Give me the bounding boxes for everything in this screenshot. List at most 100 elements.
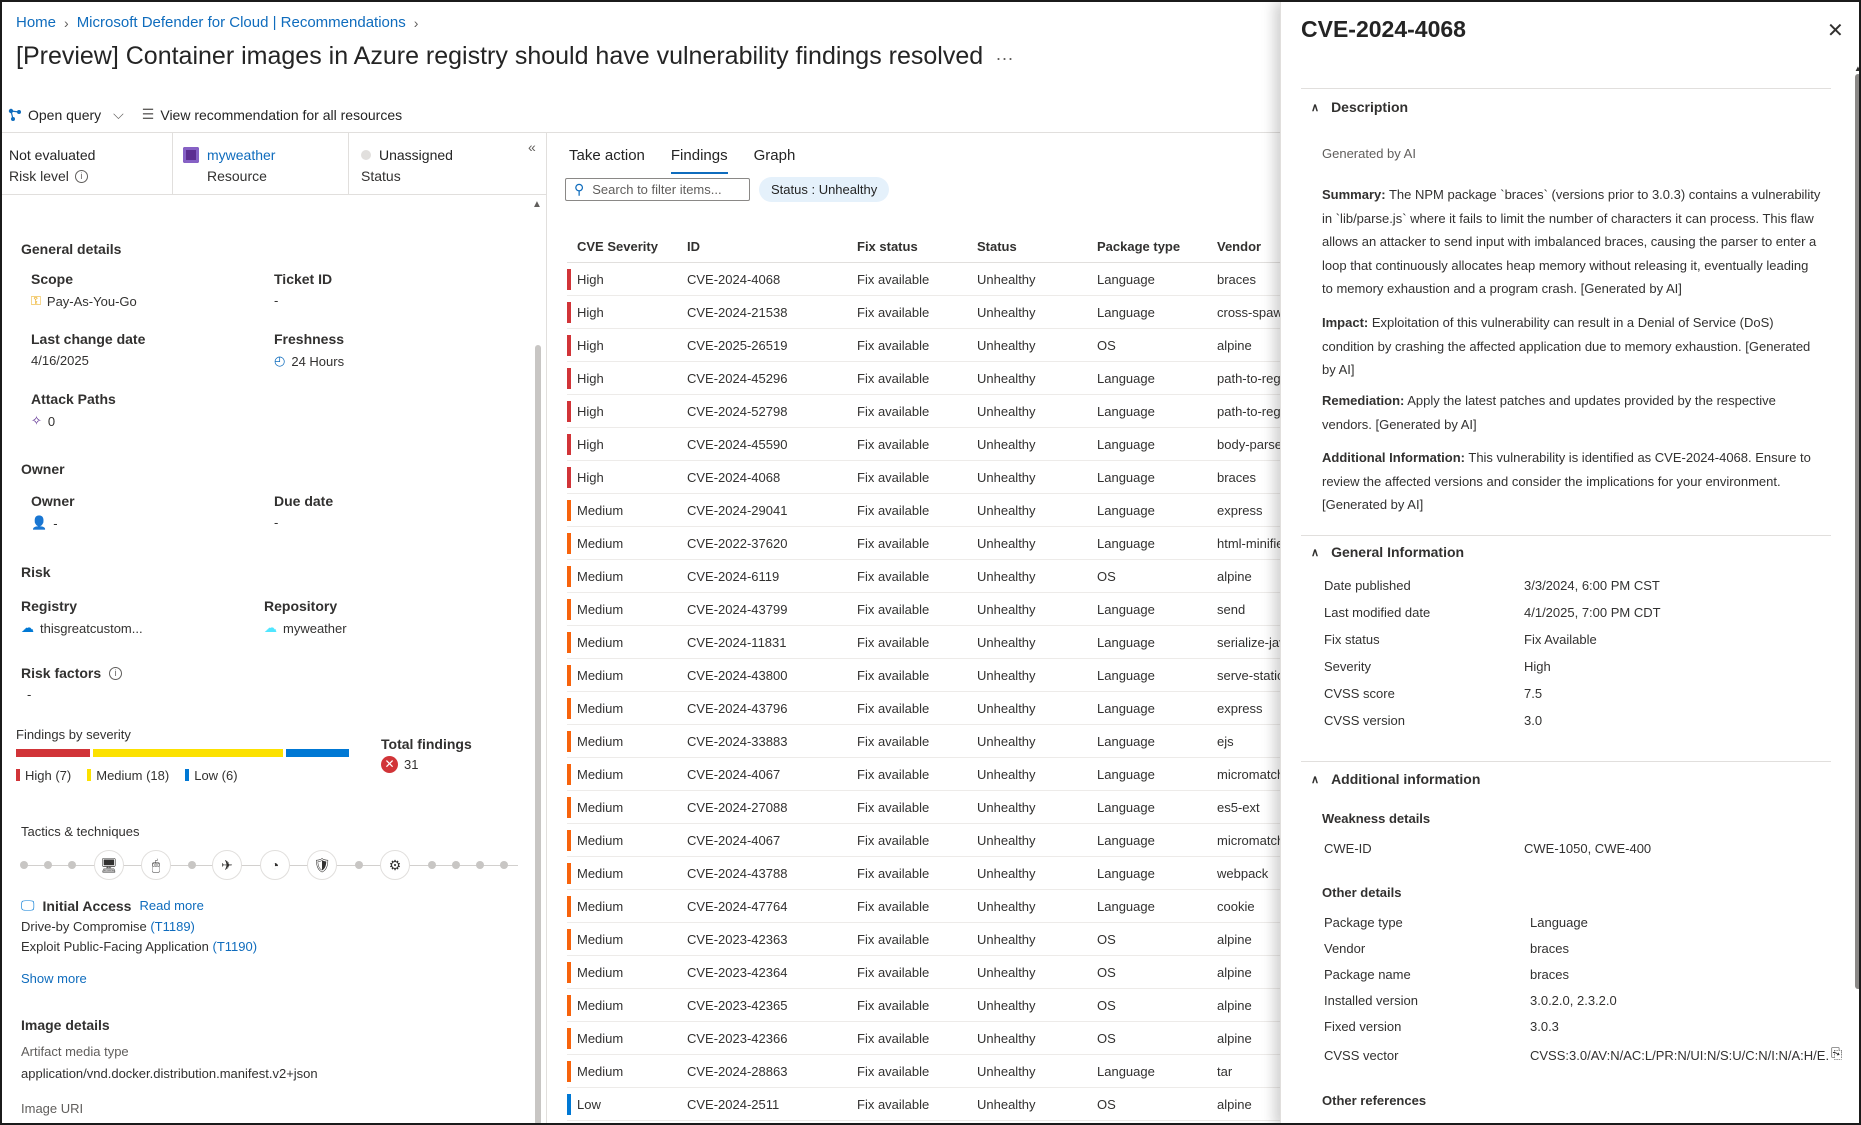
technique-2-link[interactable]: (T1190): [212, 939, 258, 954]
tactic-dot[interactable]: [68, 861, 76, 869]
show-more-link[interactable]: Show more: [21, 971, 87, 986]
repository-cloud-icon: ☁: [264, 620, 277, 635]
cell-id: CVE-2024-28863: [687, 1063, 788, 1079]
tactic-dot[interactable]: [476, 861, 484, 869]
owner-heading: Owner: [21, 461, 65, 477]
risk-level-value: Not evaluated: [9, 147, 96, 163]
panel-scrollbar[interactable]: [1855, 74, 1859, 989]
breadcrumb-recommendations[interactable]: Microsoft Defender for Cloud | Recommend…: [76, 14, 406, 31]
table-row[interactable]: Medium CVE-2024-43788 Fix available Unhealt…: [567, 857, 1280, 890]
tactic-dot[interactable]: [44, 861, 52, 869]
list-check-icon: ☰: [141, 106, 155, 122]
execution-tactic-icon[interactable]: 🖱: [141, 850, 171, 880]
cell-vendor: html-minifier: [1217, 535, 1280, 551]
resource-link[interactable]: myweather: [207, 147, 276, 163]
cell-package-type: Language: [1097, 469, 1155, 485]
table-row[interactable]: High CVE-2024-52798 Fix available Unhealthy…: [567, 395, 1280, 428]
cell-vendor: tar: [1217, 1063, 1233, 1079]
status-filter-pill[interactable]: Status : Unhealthy: [759, 177, 890, 202]
risk-factors-field: Risk factors i -: [21, 665, 123, 702]
table-row[interactable]: Medium CVE-2024-43796 Fix available Unhealt…: [567, 692, 1280, 725]
table-row[interactable]: High CVE-2024-45296 Fix available Unhealthy…: [567, 362, 1280, 395]
table-row[interactable]: Medium CVE-2024-33883 Fix available Unhealt…: [567, 725, 1280, 758]
column-header-vendor[interactable]: Vendor: [1217, 238, 1262, 254]
table-row[interactable]: Medium CVE-2024-11831 Fix available Unhealt…: [567, 626, 1280, 659]
cell-package-type: OS: [1097, 931, 1116, 947]
table-row[interactable]: Medium CVE-2023-42365 Fix available Unhealt…: [567, 989, 1280, 1022]
table-row[interactable]: Low CVE-2024-2511 Fix available Unhealthy OS…: [567, 1088, 1280, 1121]
collapse-pane-button[interactable]: «: [528, 139, 536, 155]
scope-label: Scope: [31, 271, 74, 287]
table-row[interactable]: Medium CVE-2024-4067 Fix available Unhealth…: [567, 824, 1280, 857]
table-row[interactable]: Medium CVE-2023-42364 Fix available Unhealt…: [567, 956, 1280, 989]
table-row[interactable]: Medium CVE-2024-27088 Fix available Unhealt…: [567, 791, 1280, 824]
repository-value: myweather: [283, 620, 347, 636]
table-row[interactable]: High CVE-2024-4068 Fix available Unhealthy L…: [567, 461, 1280, 494]
legend-low: Low (6): [185, 768, 238, 783]
cell-fix-status: Fix available: [857, 931, 930, 947]
attack-paths-field: Attack Paths ✧ 0: [31, 391, 116, 429]
table-row[interactable]: High CVE-2024-45590 Fix available Unhealthy…: [567, 428, 1280, 461]
copy-icon[interactable]: ⎘: [1831, 1045, 1843, 1061]
additional-label: Additional Information:: [1322, 450, 1465, 465]
status-value: Unassigned: [379, 147, 453, 163]
cell-fix-status: Fix available: [857, 766, 930, 782]
remediation-paragraph: Remediation: Apply the latest patches an…: [1322, 389, 1822, 436]
initial-access-tactic-icon[interactable]: 🖥: [94, 850, 124, 880]
persistence-tactic-icon[interactable]: ✈: [212, 850, 242, 880]
table-row[interactable]: Medium CVE-2024-29041 Fix available Unhealt…: [567, 494, 1280, 527]
details-scrollbar[interactable]: [535, 345, 541, 1123]
scroll-up-arrow[interactable]: ▲: [532, 199, 542, 210]
search-input[interactable]: ⚲ Search to filter items...: [565, 178, 750, 201]
table-row[interactable]: Medium CVE-2024-43800 Fix available Unhealt…: [567, 659, 1280, 692]
table-row[interactable]: Medium CVE-2023-42366 Fix available Unhealt…: [567, 1022, 1280, 1055]
read-more-link[interactable]: Read more: [139, 898, 204, 913]
table-row[interactable]: High CVE-2024-21538 Fix available Unhealthy…: [567, 296, 1280, 329]
column-header-cve-severity[interactable]: CVE Severity: [577, 238, 658, 254]
description-section-toggle[interactable]: ∧ Description: [1311, 99, 1408, 115]
table-row[interactable]: Medium CVE-2024-43799 Fix available Unhealt…: [567, 593, 1280, 626]
table-row[interactable]: High CVE-2025-26519 Fix available Unhealthy…: [567, 329, 1280, 362]
defense-evasion-tactic-icon[interactable]: 🛡: [307, 850, 337, 880]
close-icon[interactable]: ✕: [1827, 20, 1844, 42]
view-all-resources-button[interactable]: ☰ View recommendation for all resources: [142, 106, 402, 123]
tab-findings[interactable]: Findings: [670, 147, 728, 174]
additional-info-section-toggle[interactable]: ∧ Additional information: [1311, 771, 1480, 787]
tactic-dot[interactable]: [428, 861, 436, 869]
more-options-button[interactable]: ...: [996, 44, 1015, 64]
breadcrumb-home[interactable]: Home: [16, 14, 57, 31]
general-info-section-toggle[interactable]: ∧ General Information: [1311, 544, 1464, 560]
privilege-tactic-icon[interactable]: ◔: [260, 850, 290, 880]
tactic-dot[interactable]: [500, 861, 508, 869]
table-row[interactable]: Medium CVE-2024-4067 Fix available Unhealth…: [567, 758, 1280, 791]
open-query-button[interactable]: Open query ⌵: [8, 106, 124, 123]
tactic-dot[interactable]: [355, 861, 363, 869]
cell-package-type: OS: [1097, 1096, 1116, 1112]
panel-scroll-up-arrow[interactable]: ▲: [1854, 64, 1859, 73]
info-icon[interactable]: i: [74, 169, 88, 183]
info-icon[interactable]: i: [109, 666, 123, 680]
cell-cve-severity: High: [577, 469, 604, 485]
table-row[interactable]: Medium CVE-2024-28863 Fix available Unhealt…: [567, 1055, 1280, 1088]
technique-1-link[interactable]: (T1189): [150, 919, 195, 934]
tab-take-action[interactable]: Take action: [569, 147, 645, 164]
table-row[interactable]: High CVE-2024-4068 Fix available Unhealthy L…: [567, 263, 1280, 296]
table-row[interactable]: Medium CVE-2024-47764 Fix available Unhealt…: [567, 890, 1280, 923]
column-header-status[interactable]: Status: [977, 238, 1017, 254]
table-row[interactable]: Medium CVE-2022-37620 Fix available Unhealt…: [567, 527, 1280, 560]
cell-package-type: Language: [1097, 832, 1155, 848]
column-header-fix-status[interactable]: Fix status: [857, 238, 918, 254]
panel-title: CVE-2024-4068: [1301, 16, 1466, 42]
table-row[interactable]: Medium CVE-2023-42363 Fix available Unhealt…: [567, 923, 1280, 956]
cell-vendor: es5-ext: [1217, 799, 1260, 815]
table-row[interactable]: Medium CVE-2024-6119 Fix available Unhealth…: [567, 560, 1280, 593]
discovery-tactic-icon[interactable]: ⚙: [380, 850, 410, 880]
column-header-id[interactable]: ID: [687, 238, 700, 254]
tactic-dot[interactable]: [452, 861, 460, 869]
tactic-dot[interactable]: [20, 861, 28, 869]
column-header-package-type[interactable]: Package type: [1097, 238, 1181, 254]
tactic-dot[interactable]: [188, 861, 196, 869]
initial-access-label: Initial Access: [42, 897, 132, 914]
cell-id: CVE-2024-52798: [687, 403, 788, 419]
tab-graph[interactable]: Graph: [753, 147, 796, 164]
